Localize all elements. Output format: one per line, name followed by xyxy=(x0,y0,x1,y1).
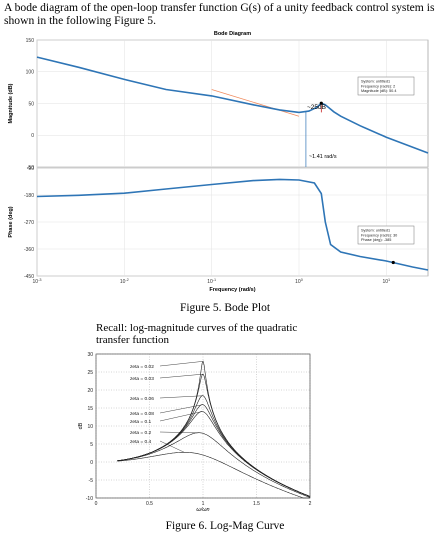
logmag-series-pointer xyxy=(159,411,202,422)
bode-title: Bode Diagram xyxy=(214,31,251,37)
logmag-series-label: zeta = 0.2 xyxy=(130,430,152,436)
phase-curve xyxy=(36,178,429,271)
recall-text: Recall: log-magnitude curves of the quad… xyxy=(96,322,298,346)
logmag-curve xyxy=(117,395,311,497)
logmag-tick-label: -10 xyxy=(86,496,93,502)
logmag-series-label: zeta = 0.02 xyxy=(130,364,154,370)
frequency-tick-label: 101 xyxy=(382,278,390,285)
logmag-series-pointer xyxy=(159,440,185,453)
logmag-x-axis-label: ω/ωn xyxy=(196,507,209,513)
logmag-tick-label: 10 xyxy=(87,424,93,430)
datatip-line: System: untitled1 xyxy=(361,229,390,233)
logmag-curve xyxy=(117,373,311,497)
datatip-line: Frequency (rad/s): 2 xyxy=(361,84,395,88)
logmag-series-label: zeta = 0.06 xyxy=(130,396,154,402)
phase-tick-label: -90 xyxy=(27,166,34,172)
logmag-x-tick-label: 1 xyxy=(202,501,205,507)
logmag-series-pointer xyxy=(159,361,203,367)
phase-tick-label: -270 xyxy=(24,220,34,226)
logmag-tick-label: 30 xyxy=(87,352,93,358)
peak-marker xyxy=(319,101,323,105)
logmag-tick-label: -5 xyxy=(89,478,94,484)
magnitude-tick-label: 50 xyxy=(28,101,34,107)
datatip-line: Frequency (rad/s): 30 xyxy=(361,233,397,237)
logmag-curve xyxy=(117,411,311,497)
logmag-series-pointer xyxy=(159,395,203,399)
figure6-caption: Figure 6. Log-Mag Curve xyxy=(165,520,285,532)
logmag-curve xyxy=(117,451,310,499)
frequency-tick-label: 100 xyxy=(295,278,303,285)
logmag-tick-label: 25 xyxy=(87,370,93,376)
phase-tick-label: -360 xyxy=(24,247,34,253)
magnitude-axis-label: Magnitude (dB) xyxy=(8,83,14,123)
frequency-tick-label: 10-1 xyxy=(207,278,216,285)
intro-paragraph: A bode diagram of the open-loop transfer… xyxy=(4,1,435,27)
magnitude-tick-label: 100 xyxy=(26,70,35,76)
logmag-series-pointer xyxy=(159,373,203,379)
logmag-y-axis-label: dB xyxy=(78,422,84,429)
magnitude-tick-label: 150 xyxy=(26,38,35,44)
logmag-curve xyxy=(117,360,311,497)
magnitude-tick-label: -50 xyxy=(27,165,34,171)
phase-tick-label: -180 xyxy=(24,193,34,199)
frequency-axis-label: Frequency (rad/s) xyxy=(209,287,255,293)
datatip-line: Magnitude (dB): 50.4 xyxy=(361,89,396,93)
logmag-tick-label: 15 xyxy=(87,406,93,412)
peak-annotation-label: ~25dB xyxy=(307,104,326,111)
logmag-curve xyxy=(117,432,311,498)
logmag-tick-label: 0 xyxy=(90,460,93,466)
logmag-series-label: zeta = 0.4 xyxy=(130,439,152,445)
logmag-axes xyxy=(95,353,311,499)
logmag-series-pointer xyxy=(159,404,203,414)
logmag-x-tick-label: 0.5 xyxy=(146,501,153,507)
phase-axis-label: Phase (deg) xyxy=(8,206,14,237)
logmag-x-tick-label: 0 xyxy=(95,501,98,507)
datatip-box xyxy=(357,225,415,245)
asymptote-line xyxy=(211,89,300,117)
datatip-line: Phase (deg): -385 xyxy=(361,238,391,242)
logmag-curve xyxy=(117,404,311,497)
logmag-series-pointer xyxy=(159,431,199,434)
phase-tick-label: -450 xyxy=(24,274,34,280)
logmag-tick-label: 20 xyxy=(87,388,93,394)
logmag-x-tick-label: 1.5 xyxy=(253,501,260,507)
logmag-tick-label: 5 xyxy=(90,442,93,448)
magnitude-tick-label: 0 xyxy=(31,133,34,139)
figure5-caption: Figure 5. Bode Plot xyxy=(179,302,271,314)
phase-marker xyxy=(391,260,395,265)
logmag-x-tick-label: 2 xyxy=(309,501,312,507)
datatip-line: System: untitled1 xyxy=(361,80,390,84)
logmag-series-label: zeta = 0.03 xyxy=(130,376,154,382)
datatip-box xyxy=(357,76,415,96)
logmag-series-label: zeta = 0.08 xyxy=(130,411,154,417)
bode-plot: Bode Diagram 150 100 50 0 -50 Magnitude (dB) ~2… xyxy=(8,31,429,293)
frequency-tick-label: 10-3 xyxy=(33,278,42,285)
frequency-annotation-label: ~1.41 rad/s xyxy=(309,154,337,160)
frequency-tick-label: 10-2 xyxy=(120,278,129,285)
logmag-series-label: zeta = 0.1 xyxy=(130,419,152,425)
magnitude-curve xyxy=(36,56,429,154)
